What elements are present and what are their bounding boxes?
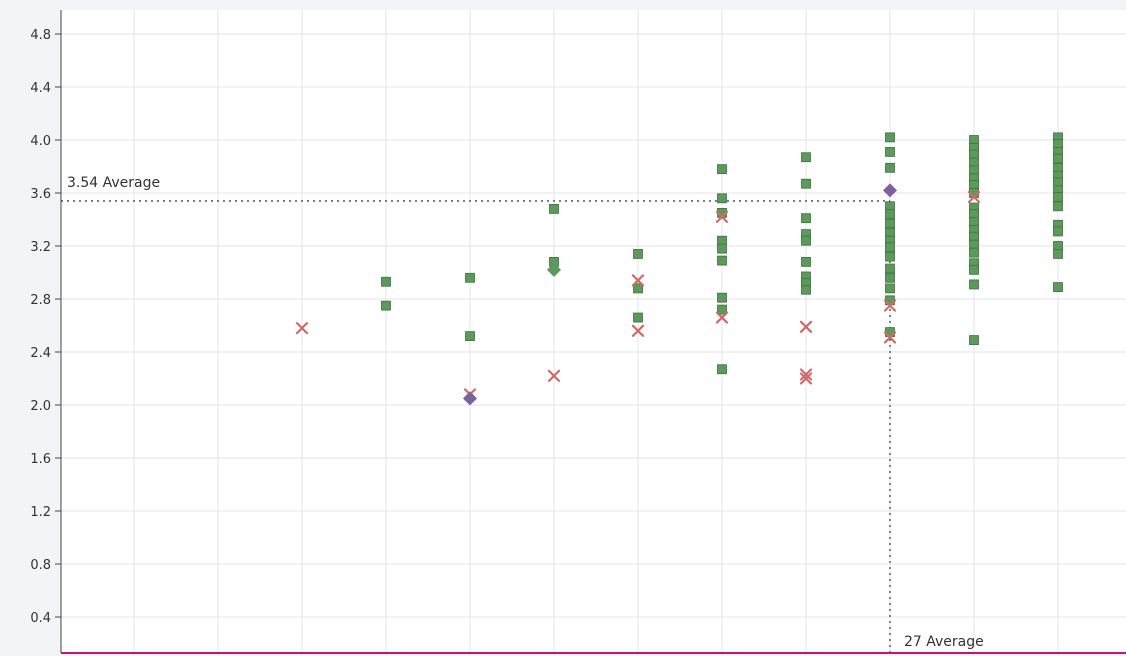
data-point-square bbox=[885, 132, 895, 143]
y-tick-label: 3.2 bbox=[30, 240, 51, 255]
data-point-square bbox=[885, 147, 895, 157]
data-point-square bbox=[1053, 201, 1063, 212]
data-point-x bbox=[799, 368, 813, 381]
data-points bbox=[295, 132, 1063, 406]
data-point-x bbox=[547, 369, 561, 382]
data-point-square bbox=[633, 249, 643, 259]
data-point-square bbox=[717, 255, 727, 266]
data-point-square bbox=[717, 292, 727, 303]
data-point-diamond bbox=[883, 183, 897, 198]
y-tick-label: 1.6 bbox=[30, 452, 51, 467]
data-point-square bbox=[885, 263, 895, 274]
data-point-square bbox=[885, 209, 895, 220]
y-tick-label: 4.0 bbox=[30, 134, 51, 149]
data-point-diamond bbox=[547, 262, 561, 277]
data-point-square bbox=[465, 272, 475, 283]
y-tick-label: 0.4 bbox=[30, 611, 51, 626]
data-point-square bbox=[969, 335, 979, 345]
data-point-square bbox=[717, 243, 727, 254]
data-point-square bbox=[381, 300, 391, 311]
y-tick-label: 1.2 bbox=[30, 505, 51, 520]
y-tick-label: 0.8 bbox=[30, 558, 51, 573]
data-point-square bbox=[885, 162, 895, 173]
data-point-x bbox=[967, 190, 981, 204]
data-point-square bbox=[633, 283, 643, 294]
data-point-square bbox=[1053, 226, 1063, 237]
data-point-square bbox=[969, 264, 979, 275]
data-point-square bbox=[885, 251, 895, 262]
data-point-square bbox=[885, 272, 895, 283]
y-tick-label: 2.8 bbox=[30, 293, 51, 308]
data-point-square bbox=[549, 203, 559, 214]
data-point-square bbox=[1053, 192, 1063, 202]
data-point-square bbox=[1053, 282, 1063, 292]
data-point-x bbox=[631, 324, 645, 337]
data-point-square bbox=[885, 283, 895, 294]
data-point-x bbox=[715, 210, 729, 223]
average-lines: 3.54 Average 27 Average bbox=[61, 175, 984, 653]
data-point-square bbox=[885, 218, 895, 229]
data-point-square bbox=[969, 247, 979, 258]
data-point-square bbox=[717, 164, 727, 175]
data-point-square bbox=[801, 235, 811, 246]
data-point-square bbox=[885, 242, 895, 253]
data-point-x bbox=[799, 372, 813, 385]
data-point-square bbox=[633, 312, 643, 323]
data-point-x bbox=[295, 322, 309, 335]
data-point-square bbox=[717, 364, 727, 375]
y-tick-label: 4.4 bbox=[30, 81, 51, 96]
data-point-x bbox=[883, 299, 897, 312]
data-point-x bbox=[883, 331, 897, 344]
data-point-square bbox=[381, 276, 391, 287]
y-tick-label: 3.6 bbox=[30, 187, 51, 202]
x-average-label: 27 Average bbox=[904, 634, 984, 650]
data-point-square bbox=[465, 331, 475, 342]
plot-background bbox=[61, 10, 1126, 653]
y-tick-label: 4.8 bbox=[30, 28, 51, 43]
y-tick-label: 2.0 bbox=[30, 399, 51, 414]
data-point-square bbox=[717, 193, 727, 204]
data-point-x bbox=[799, 320, 813, 333]
data-point-square bbox=[801, 178, 811, 189]
data-point-square bbox=[1053, 249, 1063, 259]
y-average-label: 3.54 Average bbox=[67, 175, 160, 191]
data-point-square bbox=[801, 256, 811, 267]
data-point-square bbox=[801, 213, 811, 224]
data-point-square bbox=[801, 152, 811, 163]
data-point-square bbox=[801, 284, 811, 295]
data-point-x bbox=[715, 311, 729, 324]
data-point-diamond bbox=[463, 391, 477, 406]
data-point-square bbox=[717, 304, 727, 315]
data-point-x bbox=[631, 274, 645, 287]
data-point-square bbox=[1053, 153, 1063, 164]
y-tick-label: 2.4 bbox=[30, 346, 51, 361]
tick-labels: 0.4 0.8 1.2 1.6 2.0 2.4 2.8 3.2 3.6 4.0 4.4 4.8 bbox=[30, 28, 51, 626]
data-point-square bbox=[969, 279, 979, 290]
